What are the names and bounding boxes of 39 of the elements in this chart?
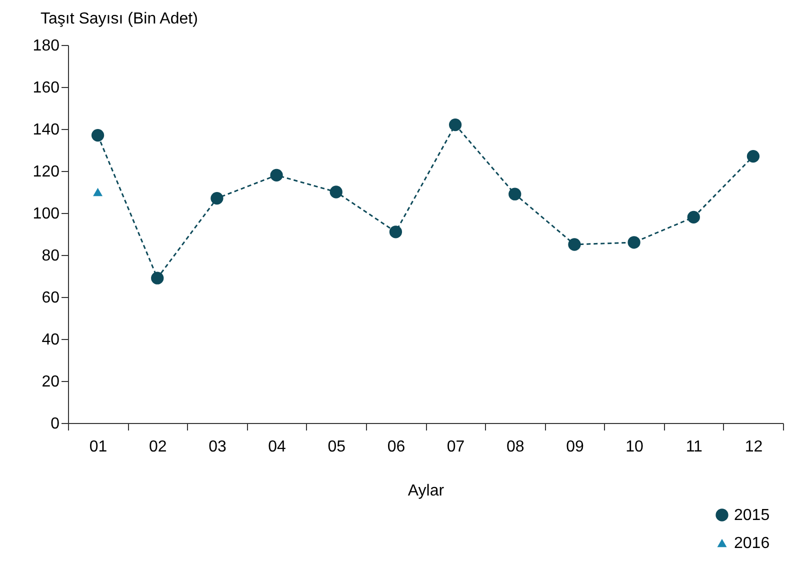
- point: [210, 192, 224, 205]
- y-axis-title: Taşıt Sayısı (Bin Adet): [40, 10, 198, 28]
- x-axis-title: Aylar: [408, 482, 445, 500]
- point: [628, 236, 640, 249]
- x-tick-label: 05: [328, 438, 346, 456]
- x-tick-label: 10: [626, 438, 644, 456]
- y-tick-label: 180: [32, 38, 60, 54]
- x-tick-label: 09: [566, 438, 584, 456]
- y-tick-label: 120: [32, 164, 60, 180]
- point: [389, 226, 402, 238]
- y-tick-label: 0: [50, 416, 60, 432]
- point: [448, 118, 462, 132]
- x-tick-label: 08: [506, 438, 524, 456]
- point: [91, 128, 104, 142]
- y-tick-label: 20: [42, 374, 60, 390]
- x-tick-label: 04: [268, 438, 286, 456]
- point: [151, 272, 164, 284]
- y-tick-label: 140: [32, 122, 60, 138]
- point: [687, 210, 700, 224]
- point: [270, 168, 283, 182]
- x-tick-label: 12: [744, 438, 763, 456]
- y-tick-label: 60: [42, 290, 60, 306]
- point: [746, 150, 760, 163]
- x-tick-label: 06: [387, 438, 406, 456]
- x-tick-label: 03: [208, 438, 226, 456]
- x-tick-label: 11: [686, 438, 703, 456]
- y-tick-label: 160: [32, 80, 60, 96]
- point: [508, 188, 522, 200]
- legend-label: 2016: [734, 535, 770, 552]
- point: [568, 238, 581, 251]
- x-tick-label: 01: [89, 438, 108, 456]
- y-tick-label: 40: [42, 332, 60, 348]
- x-tick-label: 07: [446, 438, 465, 456]
- legend-label: 2015: [734, 507, 770, 524]
- point: [330, 186, 342, 198]
- x-tick-label: 02: [148, 438, 167, 456]
- point: [93, 188, 103, 196]
- y-tick-label: 100: [32, 206, 60, 222]
- y-tick-label: 80: [42, 248, 60, 264]
